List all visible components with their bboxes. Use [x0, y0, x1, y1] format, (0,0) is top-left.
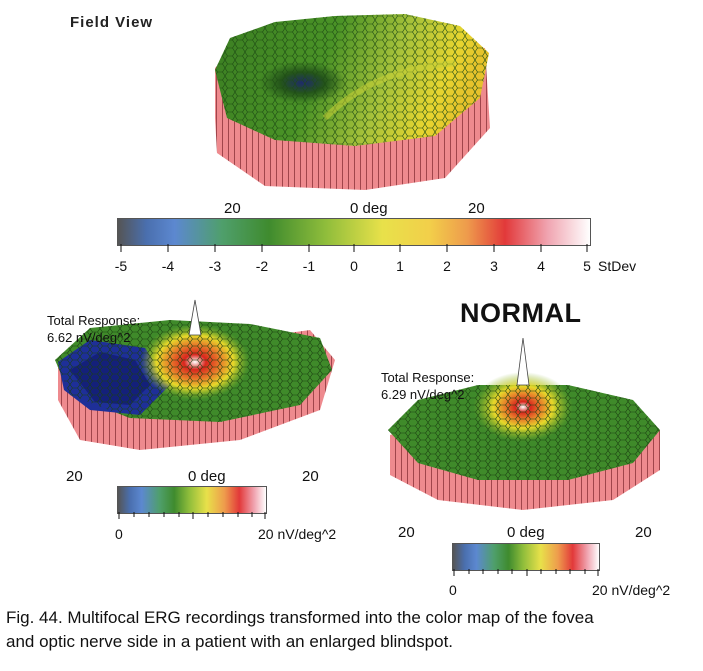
patient-total-response: Total Response: 6.62 nV/deg^2 — [47, 312, 140, 346]
normal-total-response-value: 6.29 nV/deg^2 — [381, 387, 465, 402]
stdev-label: 2 — [443, 258, 451, 274]
normal-colorbar — [452, 543, 600, 571]
stdev-label: -5 — [114, 258, 128, 274]
patient-colorbar-ticks — [118, 512, 266, 519]
stdev-label: -2 — [255, 258, 269, 274]
caption-line-2: and optic nerve side in a patient with a… — [6, 632, 454, 651]
patient-x-center: 0 deg — [188, 468, 226, 485]
patient-total-response-value: 6.62 nV/deg^2 — [47, 330, 131, 345]
patient-x-right: 20 — [302, 468, 319, 485]
field-view-title: Field View — [70, 14, 154, 31]
fv-x-right: 20 — [468, 200, 485, 217]
stdev-ticks — [120, 244, 588, 252]
stdev-label: -1 — [302, 258, 316, 274]
stdev-label: -3 — [208, 258, 222, 274]
normal-total-response-label: Total Response: — [381, 370, 475, 385]
fv-x-center: 0 deg — [350, 200, 388, 217]
normal-x-center: 0 deg — [507, 524, 545, 541]
normal-total-response: Total Response: 6.29 nV/deg^2 — [381, 369, 474, 403]
field-view-surface — [215, 14, 490, 190]
stdev-label: 5 — [583, 258, 591, 274]
normal-surface — [388, 337, 660, 510]
normal-scale-min: 0 — [449, 582, 457, 598]
normal-colorbar-ticks — [453, 569, 599, 576]
patient-scale-max: 20 nV/deg^2 — [258, 526, 337, 542]
stdev-label: 3 — [490, 258, 498, 274]
fv-x-left: 20 — [224, 200, 241, 217]
stdev-unit: StDev — [598, 258, 637, 274]
stdev-label: 4 — [537, 258, 545, 274]
patient-total-response-label: Total Response: — [47, 313, 141, 328]
patient-x-left: 20 — [66, 468, 83, 485]
stdev-label: 0 — [350, 258, 358, 274]
normal-x-right: 20 — [635, 524, 652, 541]
stdev-label: 1 — [396, 258, 404, 274]
normal-x-left: 20 — [398, 524, 415, 541]
figure-caption: Fig. 44. Multifocal ERG recordings trans… — [6, 606, 696, 654]
patient-scale-min: 0 — [115, 526, 123, 542]
patient-surface — [55, 299, 335, 450]
stdev-label: -4 — [161, 258, 175, 274]
stdev-colorbar — [117, 218, 591, 246]
patient-colorbar — [117, 486, 267, 514]
normal-scale-max: 20 nV/deg^2 — [592, 582, 671, 598]
caption-line-1: Fig. 44. Multifocal ERG recordings trans… — [6, 608, 594, 627]
normal-heading: NORMAL — [460, 298, 582, 328]
